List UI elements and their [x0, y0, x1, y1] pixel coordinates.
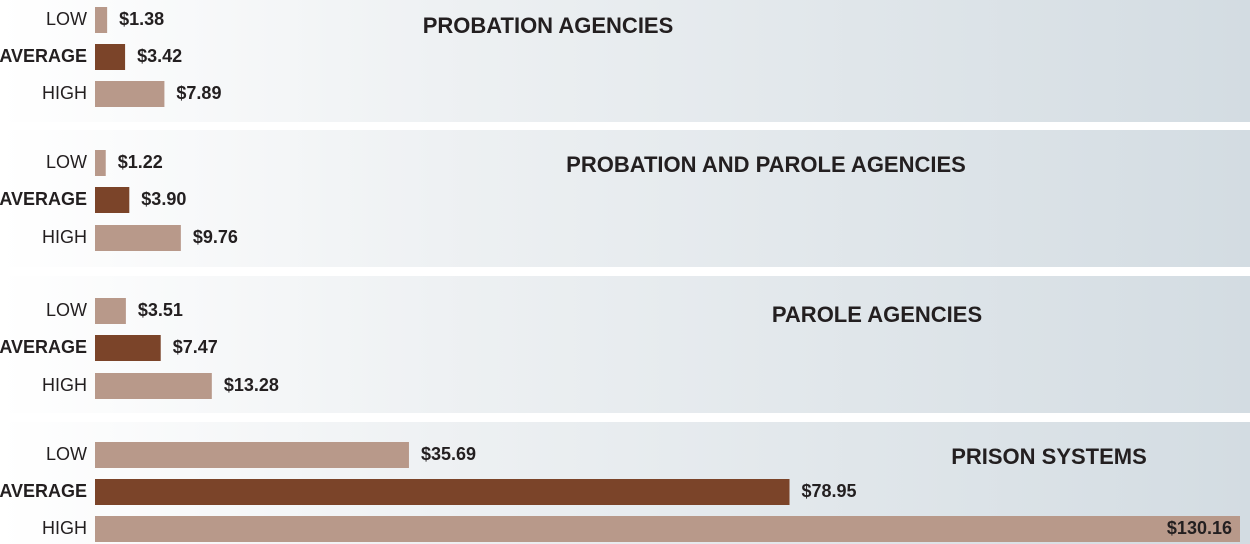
bar: [95, 298, 126, 324]
panel-title: PAROLE AGENCIES: [772, 302, 982, 327]
bar: [95, 442, 409, 468]
value-label: $78.95: [802, 481, 857, 501]
bar: [95, 516, 1240, 542]
panel-title: PROBATION AND PAROLE AGENCIES: [566, 152, 966, 177]
category-label: HIGH: [42, 375, 87, 395]
panel: [0, 130, 1250, 267]
category-label: AVERAGE: [0, 337, 87, 357]
panel-title: PRISON SYSTEMS: [951, 444, 1147, 469]
value-label: $130.16: [1167, 518, 1232, 538]
value-label: $3.42: [137, 46, 182, 66]
bar: [95, 479, 790, 505]
value-label: $3.51: [138, 300, 183, 320]
category-label: LOW: [46, 444, 87, 464]
value-label: $7.89: [176, 83, 221, 103]
category-label: HIGH: [42, 227, 87, 247]
category-label: LOW: [46, 152, 87, 172]
bar: [95, 335, 161, 361]
value-label: $3.90: [141, 189, 186, 209]
bar: [95, 81, 165, 107]
bar: [95, 373, 212, 399]
panel: [0, 0, 1250, 122]
value-label: $7.47: [173, 337, 218, 357]
category-label: AVERAGE: [0, 481, 87, 501]
value-label: $35.69: [421, 444, 476, 464]
bar: [95, 44, 126, 70]
category-label: AVERAGE: [0, 189, 87, 209]
bar: [95, 7, 108, 33]
bar: [95, 150, 106, 176]
category-label: HIGH: [42, 518, 87, 538]
category-label: LOW: [46, 300, 87, 320]
category-label: AVERAGE: [0, 46, 87, 66]
value-label: $1.38: [119, 9, 164, 29]
category-label: HIGH: [42, 83, 87, 103]
panel-title: PROBATION AGENCIES: [423, 13, 674, 38]
bar: [95, 187, 130, 213]
bar: [95, 225, 181, 251]
value-label: $9.76: [193, 227, 238, 247]
value-label: $13.28: [224, 375, 279, 395]
category-label: LOW: [46, 9, 87, 29]
value-label: $1.22: [118, 152, 163, 172]
